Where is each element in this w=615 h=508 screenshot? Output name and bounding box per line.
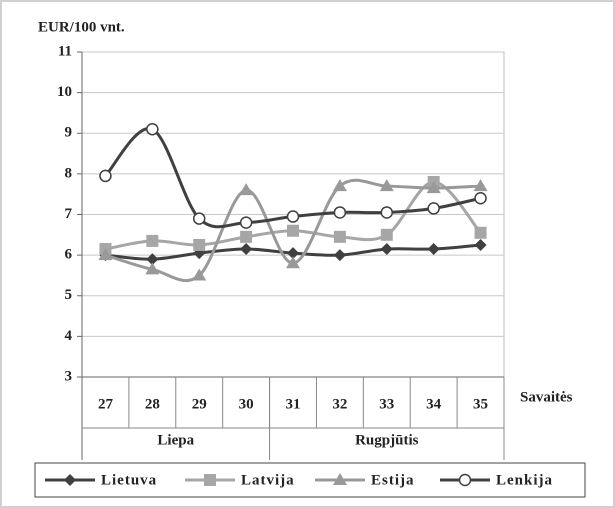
x-tick-label: 27 xyxy=(98,396,114,412)
marker xyxy=(239,183,254,196)
marker xyxy=(146,122,159,136)
marker xyxy=(204,474,216,486)
legend xyxy=(34,462,586,498)
marker xyxy=(193,238,206,251)
legend-label: Latvija xyxy=(241,472,295,488)
legend-label: Estija xyxy=(371,472,415,488)
marker xyxy=(333,230,346,243)
legend-label: Lietuva xyxy=(101,472,157,488)
marker xyxy=(473,179,488,192)
marker xyxy=(333,206,347,219)
marker xyxy=(286,256,300,269)
marker xyxy=(239,216,253,229)
marker xyxy=(333,249,346,262)
marker xyxy=(474,226,487,239)
marker xyxy=(146,234,159,247)
marker xyxy=(380,243,393,256)
marker xyxy=(145,262,160,275)
y-tick-label: 11 xyxy=(58,43,72,59)
marker xyxy=(379,179,394,192)
marker xyxy=(287,224,299,237)
marker xyxy=(474,238,487,251)
y-tick-label: 9 xyxy=(65,125,73,141)
marker xyxy=(192,268,207,281)
group-label: Rugpjūtis xyxy=(355,432,419,448)
group-label: Liepa xyxy=(157,432,194,448)
legend-label: Lenkija xyxy=(496,472,553,488)
marker xyxy=(146,253,159,266)
marker xyxy=(333,473,347,485)
marker xyxy=(380,228,393,241)
marker xyxy=(286,210,300,223)
y-tick-label: 10 xyxy=(57,84,72,100)
marker xyxy=(380,206,394,219)
x-tick-label: 32 xyxy=(332,396,347,412)
marker xyxy=(192,212,206,225)
y-tick-label: 7 xyxy=(65,206,73,222)
x-tick-label: 35 xyxy=(473,396,488,412)
marker xyxy=(99,169,112,183)
x-tick-label: 33 xyxy=(379,396,394,412)
marker xyxy=(427,202,440,215)
marker xyxy=(287,247,299,260)
marker xyxy=(332,179,347,192)
x-tick-label: 28 xyxy=(145,396,160,412)
y-axis-label: EUR/100 vnt. xyxy=(38,19,125,35)
y-tick-label: 5 xyxy=(65,287,73,303)
x-tick-label: 30 xyxy=(239,396,254,412)
marker xyxy=(240,230,253,243)
marker xyxy=(427,243,440,256)
x-tick-label: 31 xyxy=(286,396,301,412)
marker xyxy=(240,243,253,256)
marker xyxy=(98,248,113,261)
marker xyxy=(426,181,441,194)
marker xyxy=(64,474,76,486)
y-tick-label: 3 xyxy=(65,368,73,384)
x-tick-label: 29 xyxy=(192,396,207,412)
x-axis-label: Savaitės xyxy=(520,389,573,405)
y-tick-label: 8 xyxy=(65,165,73,181)
y-tick-label: 4 xyxy=(65,328,73,344)
marker xyxy=(474,192,487,205)
x-tick-label: 34 xyxy=(426,396,442,412)
y-tick-label: 6 xyxy=(65,247,73,263)
marker xyxy=(458,473,472,487)
